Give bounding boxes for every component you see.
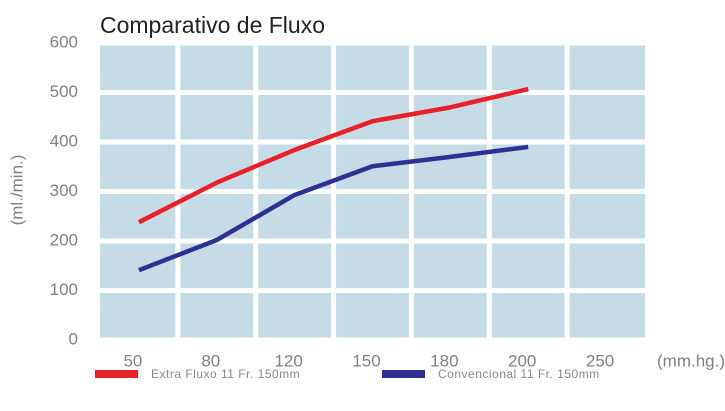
x-axis-label: (mm.hg.) (657, 351, 725, 370)
y-tick-label: 0 (69, 329, 78, 348)
legend-swatch (95, 370, 138, 378)
y-tick-label: 300 (50, 181, 78, 200)
y-tick-label: 200 (50, 230, 78, 249)
series-line (137, 86, 529, 225)
legend-label: Extra Fluxo 11 Fr. 150mm (151, 367, 300, 381)
chart-title: Comparativo de Fluxo (100, 12, 325, 38)
legend-label: Convencional 11 Fr. 150mm (438, 367, 600, 381)
x-tick-label: 180 (430, 351, 458, 370)
x-tick-label: 120 (274, 351, 302, 370)
y-axis-label: (ml./min.) (7, 155, 26, 226)
x-tick-label: 50 (123, 351, 142, 370)
y-tick-label: 100 (50, 280, 78, 299)
y-tick-label: 500 (50, 82, 78, 101)
x-tick-label: 200 (508, 351, 536, 370)
y-tick-label: 400 (50, 131, 78, 150)
y-tick-label: 600 (50, 32, 78, 51)
legend-swatch (382, 370, 425, 378)
series-line (138, 144, 529, 273)
x-tick-label: 250 (586, 351, 614, 370)
x-tick-label: 150 (352, 351, 380, 370)
x-tick-label: 80 (201, 351, 220, 370)
